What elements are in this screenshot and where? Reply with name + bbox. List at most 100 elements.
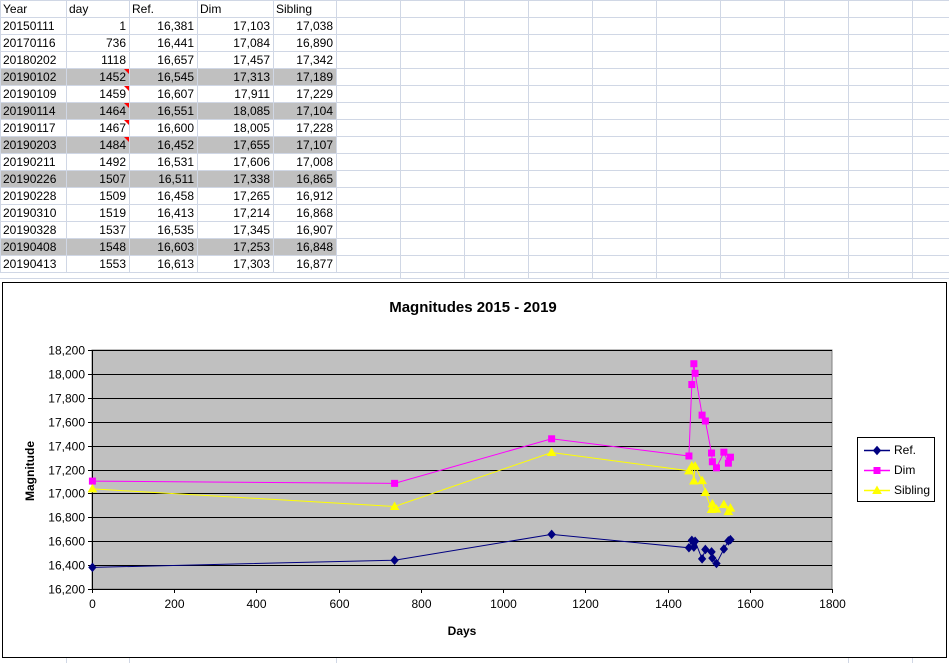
table-cell[interactable]: 1459 bbox=[99, 87, 126, 101]
table-cell[interactable]: 17,457 bbox=[233, 53, 270, 67]
table-cell[interactable]: 16,381 bbox=[157, 19, 194, 33]
comment-indicator[interactable] bbox=[124, 137, 129, 142]
table-cell[interactable]: 17,606 bbox=[233, 155, 270, 169]
table-cell[interactable]: 20170116 bbox=[3, 36, 56, 50]
column-header[interactable]: Ref. bbox=[132, 2, 155, 16]
table-cell[interactable]: 1452 bbox=[99, 70, 126, 84]
plot-area bbox=[88, 349, 833, 593]
table-cell[interactable]: 17,008 bbox=[296, 155, 333, 169]
legend-sibling-marker bbox=[864, 485, 890, 494]
line-chart: Magnitudes 2015 - 2019 Days Magnitude 16… bbox=[23, 299, 846, 638]
table-cell[interactable]: 20150111 bbox=[3, 19, 55, 33]
table-cell[interactable]: 17,214 bbox=[233, 206, 270, 220]
table-cell[interactable]: 1519 bbox=[99, 206, 126, 220]
table-cell[interactable]: 16,551 bbox=[157, 104, 194, 118]
x-tick-label: 1600 bbox=[737, 597, 764, 611]
table-cell[interactable]: 20190211 bbox=[3, 155, 56, 169]
table-cell[interactable]: 20190328 bbox=[3, 223, 57, 237]
table-cell[interactable]: 17,038 bbox=[296, 19, 333, 33]
table-cell[interactable]: 1553 bbox=[99, 257, 126, 271]
table-cell[interactable]: 17,107 bbox=[296, 138, 333, 152]
table-cell[interactable]: 20190408 bbox=[3, 240, 57, 254]
table-cell[interactable]: 17,253 bbox=[233, 240, 270, 254]
table-cell[interactable]: 16,868 bbox=[296, 206, 333, 220]
table-cell[interactable]: 20190310 bbox=[3, 206, 57, 220]
table-cell[interactable]: 17,655 bbox=[233, 138, 270, 152]
table-cell[interactable]: 20180202 bbox=[3, 53, 57, 67]
table-cell[interactable]: 16,890 bbox=[296, 36, 333, 50]
chart-area[interactable]: Magnitudes 2015 - 2019 Days Magnitude 16… bbox=[2, 282, 947, 658]
table-cell[interactable]: 1509 bbox=[99, 189, 126, 203]
table-cell[interactable]: 16,877 bbox=[296, 257, 333, 271]
table-cell[interactable]: 20190102 bbox=[3, 70, 57, 84]
table-cell[interactable]: 17,303 bbox=[233, 257, 270, 271]
data-point-dim bbox=[88, 477, 96, 485]
table-cell[interactable]: 1467 bbox=[99, 121, 126, 135]
y-tick-label: 16,800 bbox=[48, 511, 85, 525]
table-cell[interactable]: 17,342 bbox=[296, 53, 333, 67]
table-cell[interactable]: 20190109 bbox=[3, 87, 57, 101]
data-point-sibling bbox=[707, 498, 718, 508]
table-cell[interactable]: 17,338 bbox=[233, 172, 270, 186]
comment-indicator[interactable] bbox=[124, 120, 129, 125]
table-cell[interactable]: 16,657 bbox=[157, 53, 194, 67]
table-cell[interactable]: 20190114 bbox=[3, 104, 56, 118]
x-tick-label: 0 bbox=[89, 597, 96, 611]
table-cell[interactable]: 17,265 bbox=[233, 189, 270, 203]
table-cell[interactable]: 17,229 bbox=[296, 87, 333, 101]
table-cell[interactable]: 1118 bbox=[101, 53, 126, 67]
table-cell[interactable]: 1464 bbox=[99, 104, 126, 118]
legend-item-dim: Dim bbox=[858, 462, 934, 478]
table-cell[interactable]: 16,603 bbox=[157, 240, 194, 254]
table-cell[interactable]: 16,511 bbox=[158, 172, 194, 186]
comment-indicator[interactable] bbox=[124, 86, 129, 91]
table-cell[interactable]: 18,005 bbox=[233, 121, 270, 135]
comment-indicator[interactable] bbox=[124, 69, 129, 74]
table-cell[interactable]: 16,607 bbox=[157, 87, 194, 101]
table-cell[interactable]: 17,189 bbox=[296, 70, 333, 84]
column-header[interactable]: Year bbox=[3, 2, 28, 16]
table-cell[interactable]: 17,911 bbox=[234, 87, 270, 101]
table-cell[interactable]: 16,907 bbox=[296, 223, 333, 237]
data-point-ref bbox=[547, 529, 556, 540]
table-cell[interactable]: 1507 bbox=[99, 172, 126, 186]
y-tick-label: 17,400 bbox=[48, 440, 85, 454]
table-cell[interactable]: 17,103 bbox=[233, 19, 270, 33]
table-cell[interactable]: 20190117 bbox=[3, 121, 56, 135]
table-cell[interactable]: 16,613 bbox=[157, 257, 194, 271]
table-cell[interactable]: 17,313 bbox=[233, 70, 270, 84]
y-tick-label: 17,800 bbox=[48, 392, 85, 406]
table-cell[interactable]: 17,104 bbox=[296, 104, 333, 118]
table-cell[interactable]: 16,441 bbox=[157, 36, 194, 50]
table-cell[interactable]: 17,084 bbox=[233, 36, 270, 50]
table-cell[interactable]: 16,452 bbox=[157, 138, 194, 152]
column-header[interactable]: day bbox=[69, 2, 89, 16]
table-cell[interactable]: 18,085 bbox=[233, 104, 270, 118]
table-cell[interactable]: 16,413 bbox=[157, 206, 194, 220]
x-tick-label: 1800 bbox=[819, 597, 846, 611]
table-cell[interactable]: 1484 bbox=[99, 138, 126, 152]
table-cell[interactable]: 16,912 bbox=[296, 189, 333, 203]
table-cell[interactable]: 17,228 bbox=[296, 121, 333, 135]
table-cell[interactable]: 1537 bbox=[99, 223, 126, 237]
column-header[interactable]: Sibling bbox=[276, 2, 313, 16]
table-cell[interactable]: 736 bbox=[105, 36, 126, 50]
table-cell[interactable]: 1548 bbox=[99, 240, 126, 254]
table-cell[interactable]: 16,535 bbox=[157, 223, 194, 237]
table-cell[interactable]: 1 bbox=[119, 19, 126, 33]
table-cell[interactable]: 16,531 bbox=[157, 155, 194, 169]
table-cell[interactable]: 16,848 bbox=[296, 240, 333, 254]
comment-indicator[interactable] bbox=[124, 103, 129, 108]
table-cell[interactable]: 16,458 bbox=[157, 189, 194, 203]
table-cell[interactable]: 20190228 bbox=[3, 189, 57, 203]
table-cell[interactable]: 16,865 bbox=[296, 172, 333, 186]
column-header[interactable]: Dim bbox=[200, 2, 222, 16]
table-cell[interactable]: 20190413 bbox=[3, 257, 57, 271]
table-cell[interactable]: 16,600 bbox=[157, 121, 194, 135]
table-cell[interactable]: 17,345 bbox=[233, 223, 270, 237]
table-cell[interactable]: 20190203 bbox=[3, 138, 57, 152]
table-cell[interactable]: 20190226 bbox=[3, 172, 57, 186]
table-cell[interactable]: 16,545 bbox=[157, 70, 194, 84]
x-tick-label: 1000 bbox=[490, 597, 517, 611]
table-cell[interactable]: 1492 bbox=[99, 155, 126, 169]
